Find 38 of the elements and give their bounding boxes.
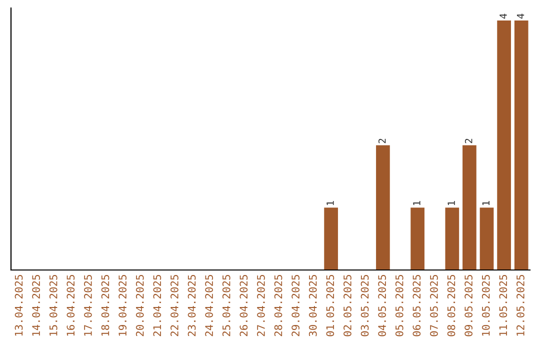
x-tick-label: 22.04.2025 — [170, 275, 178, 336]
x-tick-label: 15.04.2025 — [49, 275, 58, 336]
x-tick-label: 26.04.2025 — [240, 275, 248, 336]
data-label: 1 — [448, 201, 455, 206]
x-tick-label: 21.04.2025 — [153, 275, 162, 336]
x-tick-label: 25.04.2025 — [222, 275, 230, 336]
x-tick-label: 06.05.2025 — [412, 275, 421, 336]
x-tick-label: 03.05.2025 — [360, 275, 369, 336]
data-label: 4 — [500, 14, 507, 19]
x-tick-label: 28.04.2025 — [274, 275, 282, 336]
data-label: 1 — [326, 201, 334, 206]
data-label: 1 — [482, 201, 490, 206]
x-tick-label: 07.05.2025 — [430, 275, 438, 336]
x-tick-label: 19.04.2025 — [118, 275, 126, 336]
x-tick-label: 12.05.2025 — [516, 275, 524, 336]
x-tick-label: 10.05.2025 — [482, 275, 490, 336]
data-label: 4 — [516, 14, 524, 19]
x-tick-label: 04.05.2025 — [378, 275, 386, 336]
data-label: 2 — [464, 138, 472, 144]
x-tick-label: 29.04.2025 — [292, 275, 300, 336]
x-tick-label: 17.04.2025 — [84, 275, 92, 336]
x-tick-label: 18.04.2025 — [101, 275, 110, 336]
x-tick-label: 23.04.2025 — [188, 275, 196, 336]
x-tick-label: 24.04.2025 — [205, 275, 213, 336]
data-label: 1 — [413, 201, 420, 206]
x-tick-label: 11.05.2025 — [499, 275, 508, 336]
x-tick-label: 09.05.2025 — [464, 275, 472, 336]
x-tick-label: 01.05.2025 — [326, 275, 334, 336]
x-tick-label: 20.04.2025 — [136, 275, 144, 336]
x-tick-label: 14.04.2025 — [32, 275, 40, 336]
data-label: 2 — [378, 138, 386, 144]
x-tick-label: 27.04.2025 — [257, 275, 265, 336]
x-tick-label: 02.05.2025 — [344, 275, 352, 336]
x-tick-label: 16.04.2025 — [66, 275, 75, 336]
x-tick-label: 08.05.2025 — [447, 275, 456, 336]
x-tick-label: 05.05.2025 — [395, 275, 404, 336]
x-tick-label: 30.04.2025 — [308, 275, 317, 336]
x-tick-label: 13.04.2025 — [14, 275, 23, 336]
